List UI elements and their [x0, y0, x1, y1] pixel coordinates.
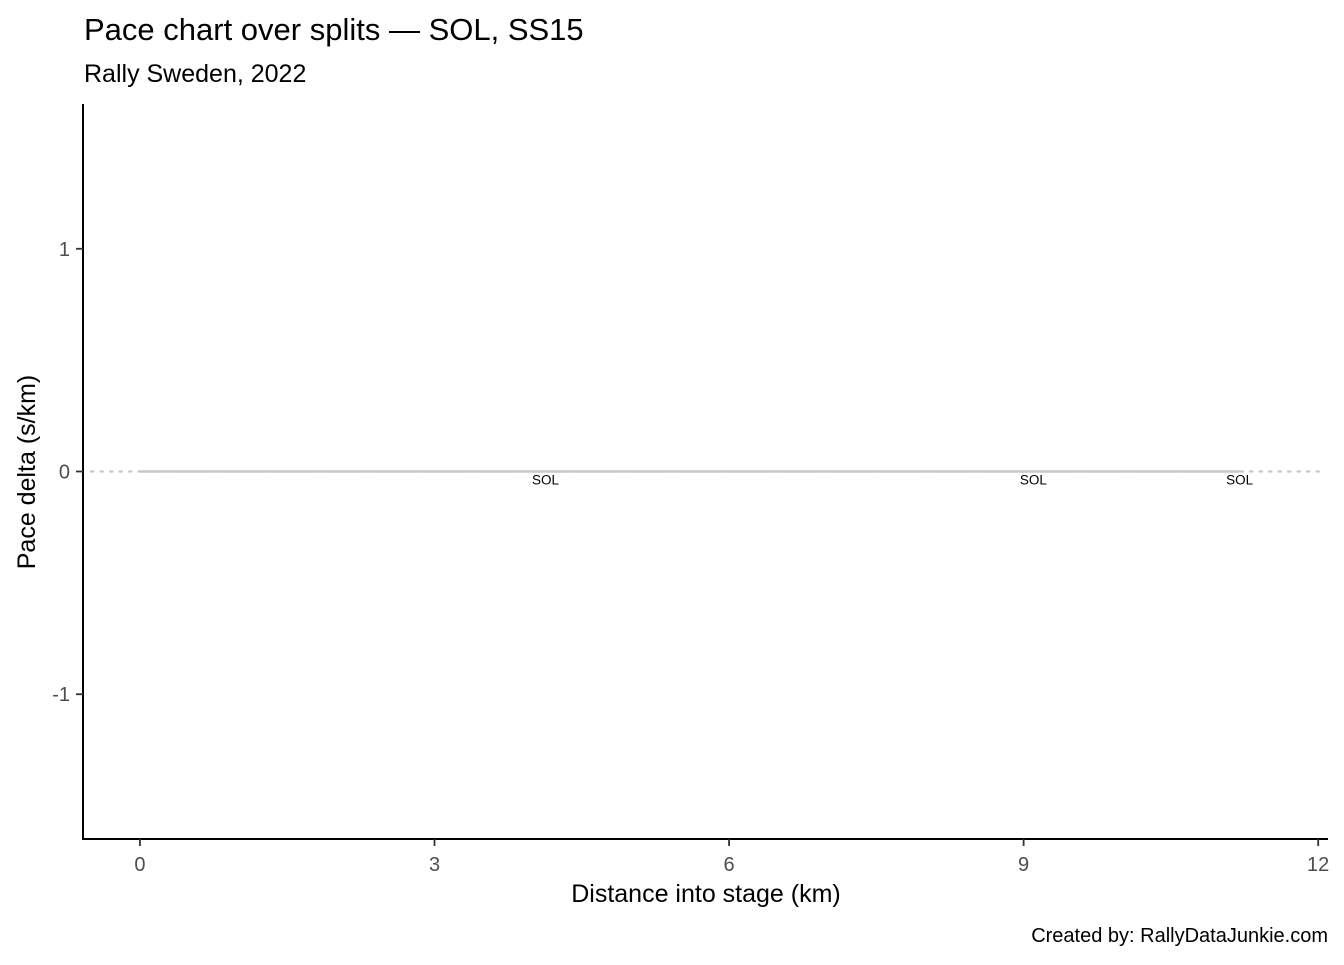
y-tick-label-1: 1 [59, 239, 70, 261]
x-tick-label-9: 9 [1018, 854, 1029, 876]
y-axis-title: Pace delta (s/km) [13, 375, 41, 570]
plot-area: SOL SOL SOL [89, 470, 1328, 488]
x-tick-label-0: 0 [134, 854, 145, 876]
x-tick-label-12: 12 [1307, 854, 1329, 876]
x-tick-label-6: 6 [724, 854, 735, 876]
y-tick-label-0: 0 [59, 462, 70, 484]
chart-caption: Created by: RallyDataJunkie.com [1031, 925, 1328, 947]
axes: 0 3 6 9 12 -1 0 1 [52, 104, 1329, 876]
point-label-1: SOL [532, 473, 560, 488]
x-tick-label-3: 3 [429, 854, 440, 876]
chart-subtitle: Rally Sweden, 2022 [84, 60, 306, 88]
y-tick-label--1: -1 [52, 684, 70, 706]
point-label-2: SOL [1020, 473, 1048, 488]
chart-title: Pace chart over splits — SOL, SS15 [84, 12, 584, 47]
x-axis-title: Distance into stage (km) [571, 880, 841, 908]
point-label-3: SOL [1226, 473, 1254, 488]
